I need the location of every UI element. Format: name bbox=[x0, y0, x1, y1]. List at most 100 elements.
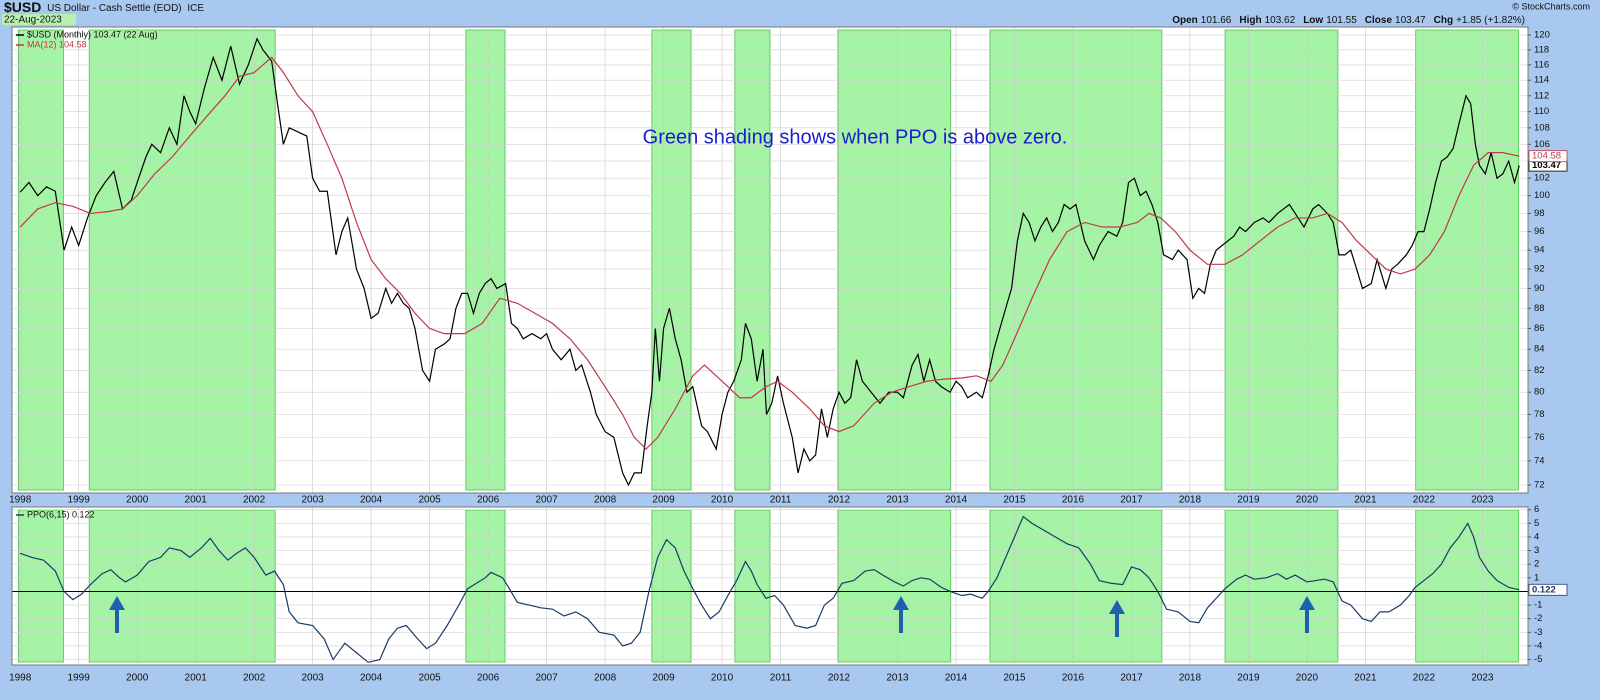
y-tick-label: -1 bbox=[1534, 600, 1542, 611]
y-tick-label: 1 bbox=[1534, 572, 1539, 583]
x-tick-label: 2017 bbox=[1120, 495, 1143, 506]
quote-value: 103.47 bbox=[1395, 15, 1426, 26]
x-tick-label: 2004 bbox=[360, 673, 383, 684]
y-tick-label: 86 bbox=[1534, 323, 1545, 334]
y-tick-label: 88 bbox=[1534, 303, 1545, 314]
x-tick-label: 2022 bbox=[1413, 673, 1436, 684]
y-tick-label: 112 bbox=[1534, 90, 1549, 101]
y-tick-label: 120 bbox=[1534, 30, 1550, 41]
x-tick-label: 1998 bbox=[9, 495, 32, 506]
arrow-head bbox=[893, 596, 909, 610]
y-tick-label: -2 bbox=[1534, 613, 1542, 624]
arrow-head bbox=[1299, 596, 1315, 610]
x-tick-label: 2010 bbox=[711, 673, 734, 684]
x-tick-label: 2011 bbox=[770, 673, 792, 684]
x-tick-label: 1999 bbox=[68, 495, 91, 506]
legend-label: $USD (Monthly) 103.47 (22 Aug) bbox=[27, 29, 158, 39]
x-tick-label: 2008 bbox=[594, 495, 617, 506]
legend-label: PPO(6,15) 0.122 bbox=[27, 509, 95, 519]
ppo-positive-shading bbox=[18, 509, 64, 663]
y-tick-label: 90 bbox=[1534, 283, 1545, 294]
x-tick-label: 2007 bbox=[535, 673, 558, 684]
quote-label: Close bbox=[1365, 15, 1393, 26]
y-tick-label: 3 bbox=[1534, 545, 1539, 556]
x-tick-label: 2003 bbox=[302, 673, 325, 684]
x-tick-label: 2021 bbox=[1354, 495, 1377, 506]
plot-border bbox=[11, 26, 1529, 494]
ppo-positive-shading bbox=[1224, 509, 1339, 663]
x-tick-label: 2015 bbox=[1003, 673, 1026, 684]
x-tick-label: 2016 bbox=[1062, 495, 1085, 506]
x-tick-label: 2017 bbox=[1120, 673, 1143, 684]
y-tick-label: 108 bbox=[1534, 122, 1550, 133]
x-tick-label: 2012 bbox=[828, 673, 851, 684]
ppo-positive-shading bbox=[1415, 29, 1520, 491]
quote-label: Chg bbox=[1434, 15, 1453, 26]
security-name: US Dollar - Cash Settle (EOD) bbox=[47, 3, 181, 14]
x-tick-label: 2015 bbox=[1003, 495, 1026, 506]
ppo-positive-shading bbox=[88, 509, 276, 663]
x-tick-label: 2006 bbox=[477, 673, 500, 684]
x-tick-label: 2011 bbox=[770, 495, 792, 506]
x-tick-label: 2005 bbox=[418, 673, 441, 684]
legend-label: MA(12) 104.58 bbox=[27, 39, 87, 49]
credit: © StockCharts.com bbox=[1512, 1, 1590, 11]
x-tick-label: 1999 bbox=[68, 673, 91, 684]
y-tick-label: 2 bbox=[1534, 559, 1539, 570]
series-line bbox=[19, 37, 1520, 487]
y-tick-label: 98 bbox=[1534, 208, 1545, 219]
arrow-head bbox=[1109, 600, 1125, 614]
y-tick-label: 96 bbox=[1534, 226, 1545, 237]
x-tick-label: 2019 bbox=[1237, 495, 1260, 506]
y-tick-label: -5 bbox=[1534, 654, 1542, 665]
y-tick-label: 100 bbox=[1534, 190, 1550, 201]
value-tag: 104.58 bbox=[1532, 151, 1561, 162]
x-tick-label: 1998 bbox=[9, 673, 32, 684]
y-tick-label: 6 bbox=[1534, 504, 1539, 515]
x-tick-label: 2014 bbox=[945, 673, 968, 684]
ppo-positive-shading bbox=[989, 29, 1163, 491]
y-tick-label: -3 bbox=[1534, 627, 1542, 638]
ppo-positive-shading bbox=[88, 29, 276, 491]
y-tick-label: 72 bbox=[1534, 480, 1545, 491]
x-tick-label: 2020 bbox=[1296, 495, 1319, 506]
plot-border bbox=[11, 506, 1529, 666]
exchange: ICE bbox=[187, 3, 204, 14]
header: $USD US Dollar - Cash Settle (EOD) ICE bbox=[4, 0, 204, 15]
quote-value: +1.85 (+1.82%) bbox=[1456, 15, 1525, 26]
value-tag-box bbox=[1528, 150, 1568, 163]
y-tick-label: 102 bbox=[1534, 173, 1550, 184]
x-tick-label: 2010 bbox=[711, 495, 734, 506]
quote-value: 101.55 bbox=[1326, 15, 1357, 26]
value-tag-box bbox=[1528, 583, 1568, 596]
x-tick-label: 2004 bbox=[360, 495, 383, 506]
ppo-positive-shading bbox=[651, 29, 692, 491]
y-tick-label: 118 bbox=[1534, 44, 1549, 55]
y-tick-label: 74 bbox=[1534, 455, 1545, 466]
quote-label: Open bbox=[1172, 15, 1198, 26]
value-tag: 103.47 bbox=[1532, 160, 1561, 171]
quote-label: High bbox=[1239, 15, 1261, 26]
ppo-positive-shading bbox=[18, 29, 64, 491]
x-tick-label: 2006 bbox=[477, 495, 500, 506]
y-tick-label: 82 bbox=[1534, 365, 1545, 376]
y-tick-label: 76 bbox=[1534, 432, 1545, 443]
y-tick-label: 92 bbox=[1534, 264, 1545, 275]
ppo-positive-shading bbox=[1224, 29, 1339, 491]
ppo-positive-shading bbox=[837, 509, 952, 663]
x-tick-label: 2023 bbox=[1471, 495, 1494, 506]
arrows bbox=[109, 596, 1315, 637]
quote-value: 101.66 bbox=[1201, 15, 1232, 26]
y-tick-label: 116 bbox=[1534, 59, 1549, 70]
x-tick-label: 2022 bbox=[1413, 495, 1436, 506]
ppo-positive-shading bbox=[1415, 509, 1520, 663]
x-tick-label: 2013 bbox=[886, 495, 909, 506]
x-tick-label: 2020 bbox=[1296, 673, 1319, 684]
x-tick-label: 2012 bbox=[828, 495, 851, 506]
date-bg bbox=[2, 14, 76, 25]
quote-label: Low bbox=[1303, 15, 1323, 26]
y-tick-label: 80 bbox=[1534, 387, 1545, 398]
x-tick-label: 2009 bbox=[652, 673, 675, 684]
x-tick-label: 2019 bbox=[1237, 673, 1260, 684]
ppo-positive-shading bbox=[989, 509, 1163, 663]
